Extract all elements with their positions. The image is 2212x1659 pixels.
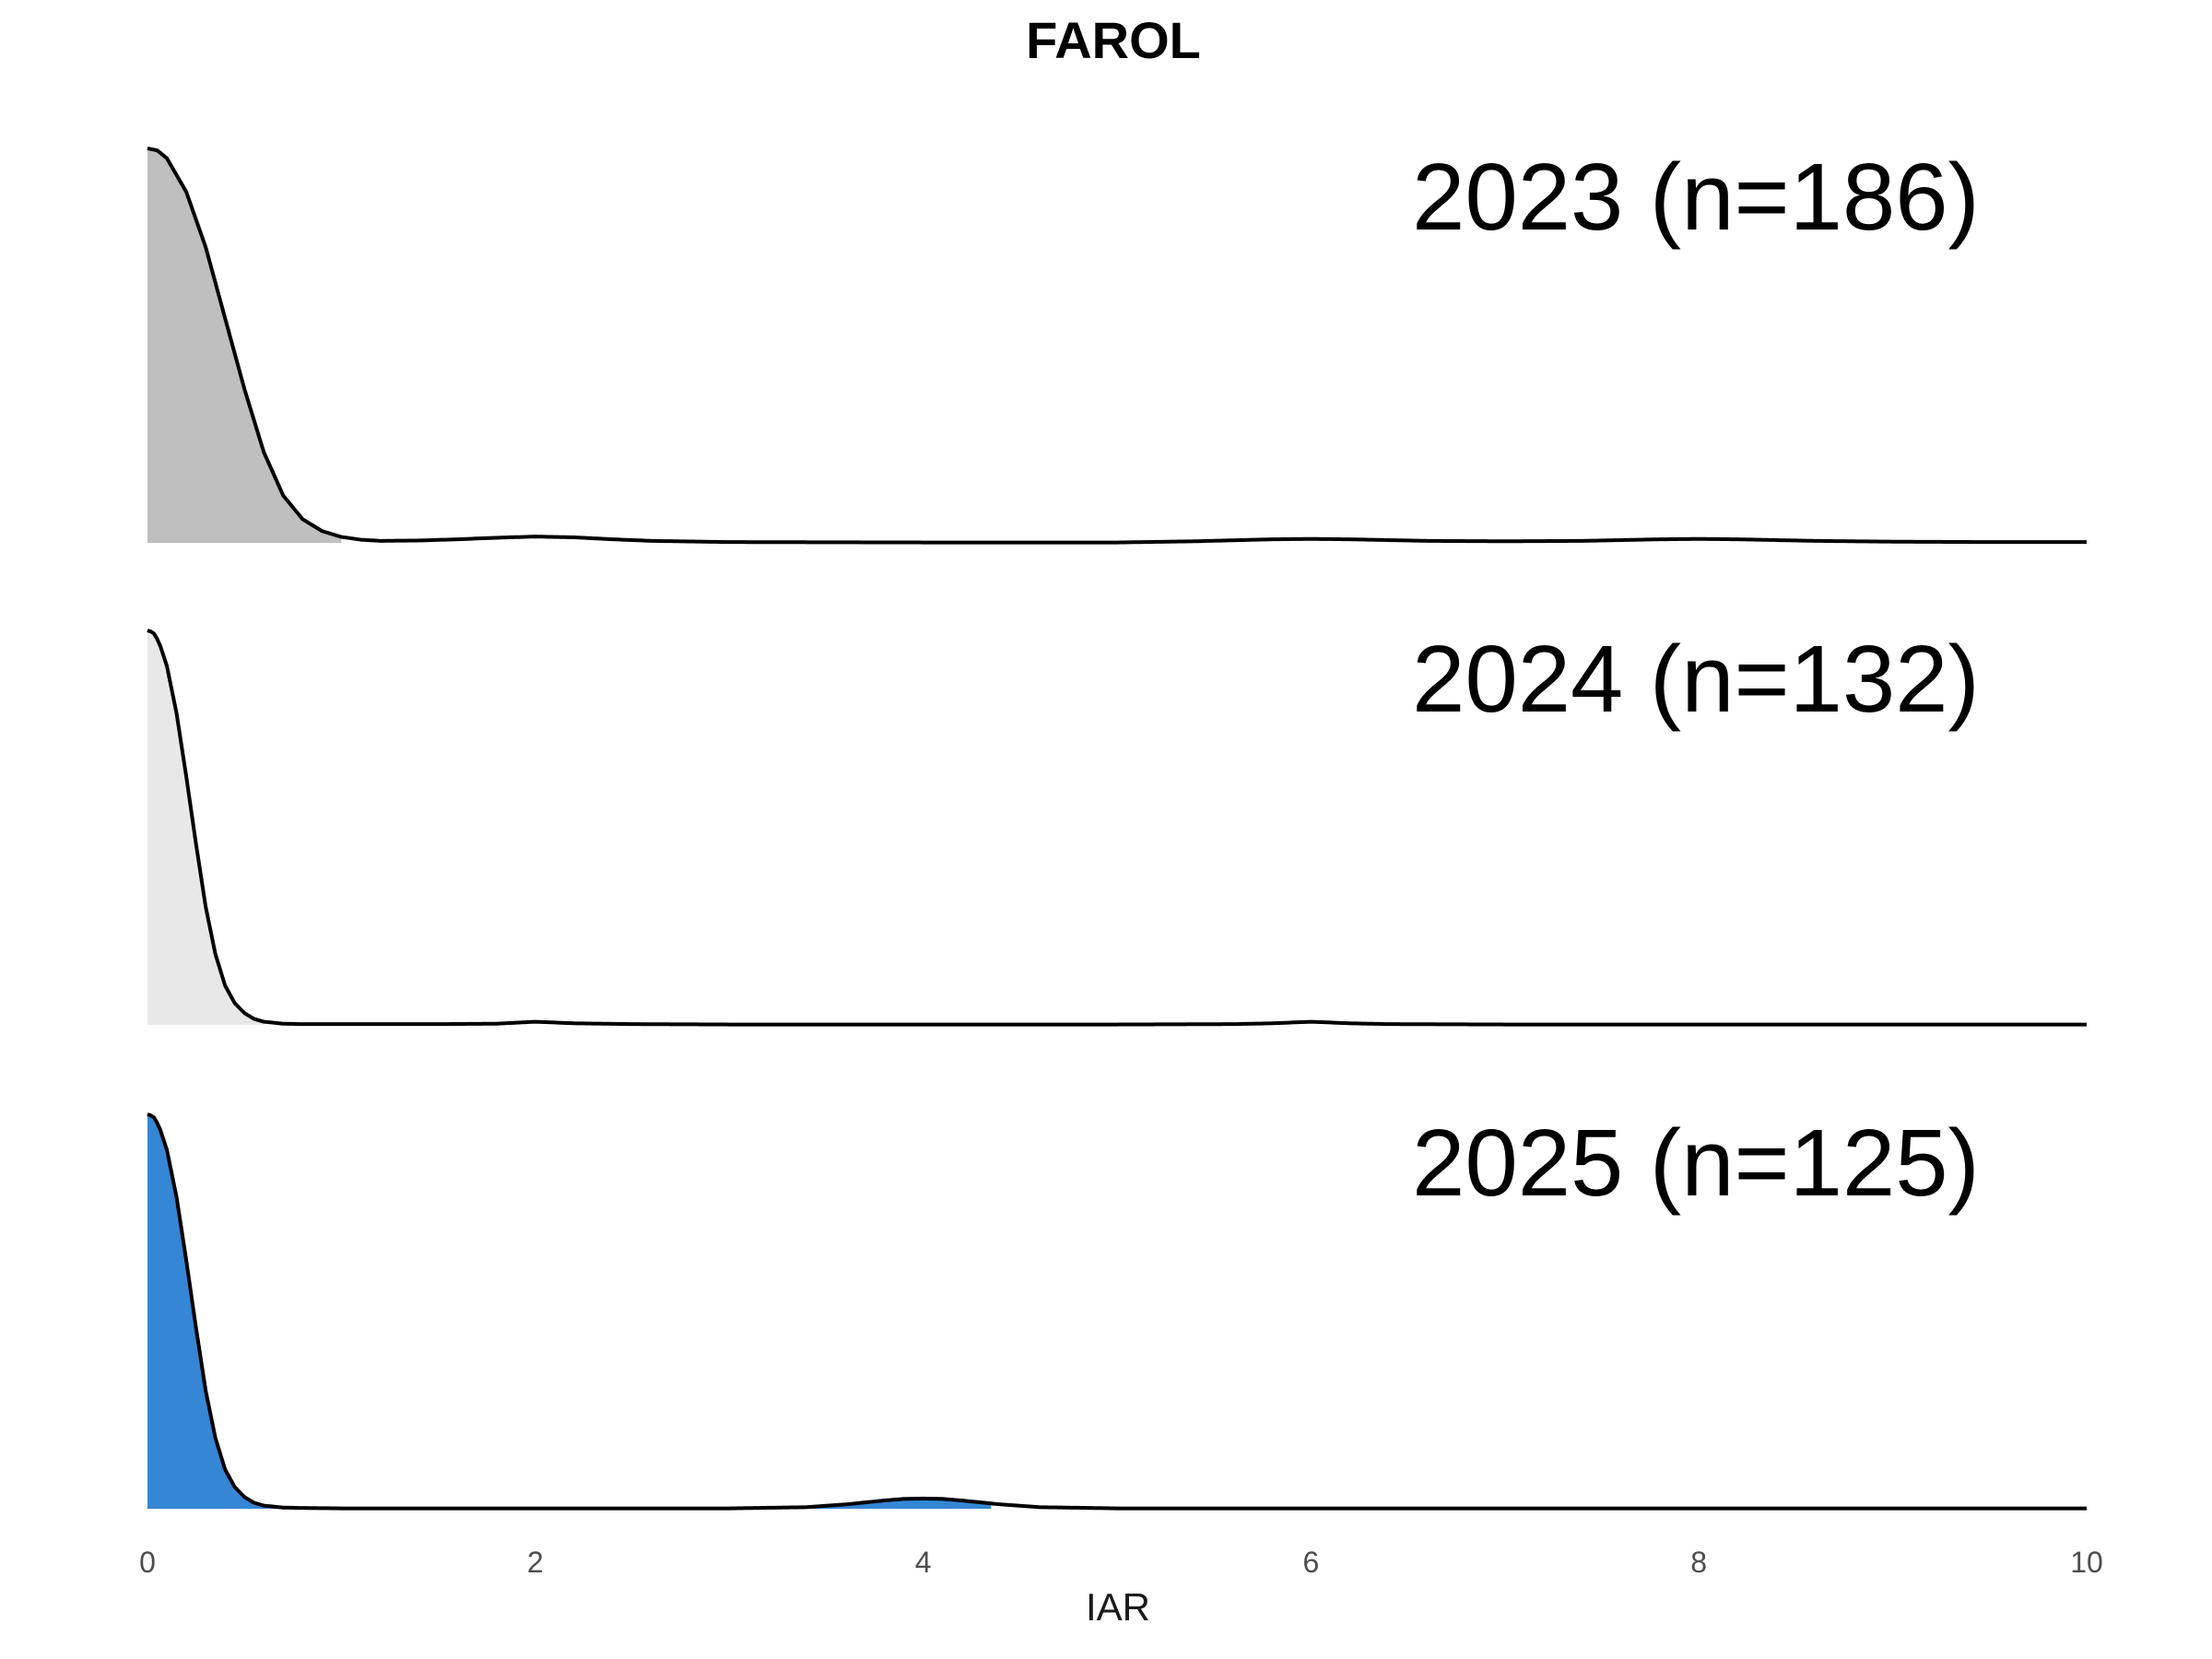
x-tick-label-3: 6 <box>1303 1546 1320 1579</box>
ridge-0: 2023 (n=186) <box>147 144 2087 545</box>
x-tick-label-1: 2 <box>527 1546 544 1579</box>
x-tick-label-0: 0 <box>139 1546 156 1579</box>
x-axis-label: IAR <box>1086 1585 1150 1629</box>
ridge-label-1: 2024 (n=132) <box>1412 626 1980 732</box>
x-tick-label-4: 8 <box>1690 1546 1707 1579</box>
x-axis: 0 2 4 6 8 10 <box>139 1546 2103 1579</box>
ridge-label-2: 2025 (n=125) <box>1412 1110 1980 1216</box>
ridge-line-2 <box>147 1112 2087 1511</box>
ridge-area-2 <box>147 1114 992 1509</box>
ridge-label-0: 2023 (n=186) <box>1412 144 1980 250</box>
ridge-1: 2024 (n=132) <box>147 626 2087 1027</box>
ridge-area-0 <box>147 148 342 543</box>
ridge-area-1 <box>147 630 265 1025</box>
ridge-line-0 <box>147 147 2087 545</box>
ridge-2: 2025 (n=125) <box>147 1110 2087 1511</box>
x-tick-label-2: 4 <box>915 1546 932 1579</box>
ridges-group: 2023 (n=186) 2024 (n=132) 2025 (n=125) <box>147 144 2087 1511</box>
x-tick-label-5: 10 <box>2070 1546 2103 1579</box>
ridge-line-1 <box>147 629 2087 1027</box>
chart-title: FAROL <box>1026 11 1201 69</box>
